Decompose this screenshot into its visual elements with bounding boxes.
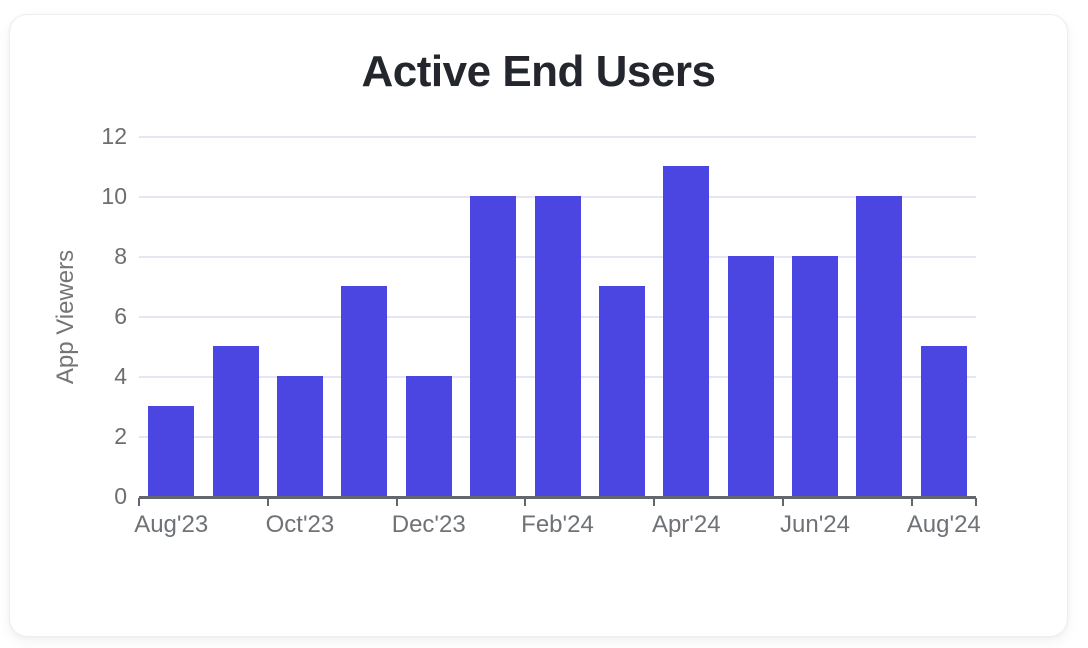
bar[interactable] [276,376,323,496]
bar[interactable] [405,376,452,496]
bar[interactable] [148,406,195,496]
chart-title: Active End Users [361,47,716,96]
y-tick-label: 8 [114,243,127,269]
x-axis-tick [975,498,977,506]
x-axis-tick [138,498,140,506]
y-tick-label: 6 [114,303,127,329]
chart-card: Active End Users App Viewers 0 2 4 6 8 10 12 Au… [9,14,1068,637]
gridline [139,136,976,138]
x-tick-label: Aug'23 [134,511,209,538]
bar[interactable] [212,346,259,496]
x-axis-tick [266,498,269,506]
x-tick-label: Aug'24 [906,511,981,538]
x-tick-label: Jun'24 [780,511,851,538]
bar[interactable] [534,196,581,496]
x-axis-tick [524,498,527,506]
bar[interactable] [341,286,388,496]
bar[interactable] [856,196,903,496]
x-tick-label: Oct'23 [265,511,335,538]
y-tick-label: 10 [101,183,127,209]
bar[interactable] [727,256,774,496]
x-tick-label: Dec'23 [391,511,466,538]
x-tick-label: Feb'24 [521,511,594,538]
y-tick-label: 0 [114,483,127,509]
bar[interactable] [598,286,645,496]
x-axis-tick [910,498,913,506]
bar-chart: 0 2 4 6 8 10 12 Aug'23 Oct'23 Dec'23 Feb'24 Apr'24 J… [10,15,1067,636]
y-tick-label: 2 [114,423,127,449]
x-tick-label: Apr'24 [651,511,721,538]
x-axis-tick [781,498,784,506]
x-axis-line [139,496,976,499]
bar[interactable] [470,196,517,496]
bar[interactable] [663,166,710,496]
bar[interactable] [792,256,839,496]
y-tick-label: 4 [114,363,127,389]
x-axis-tick [653,498,656,506]
y-tick-label: 12 [101,123,127,149]
x-axis-tick [395,498,398,506]
bar[interactable] [920,346,967,496]
